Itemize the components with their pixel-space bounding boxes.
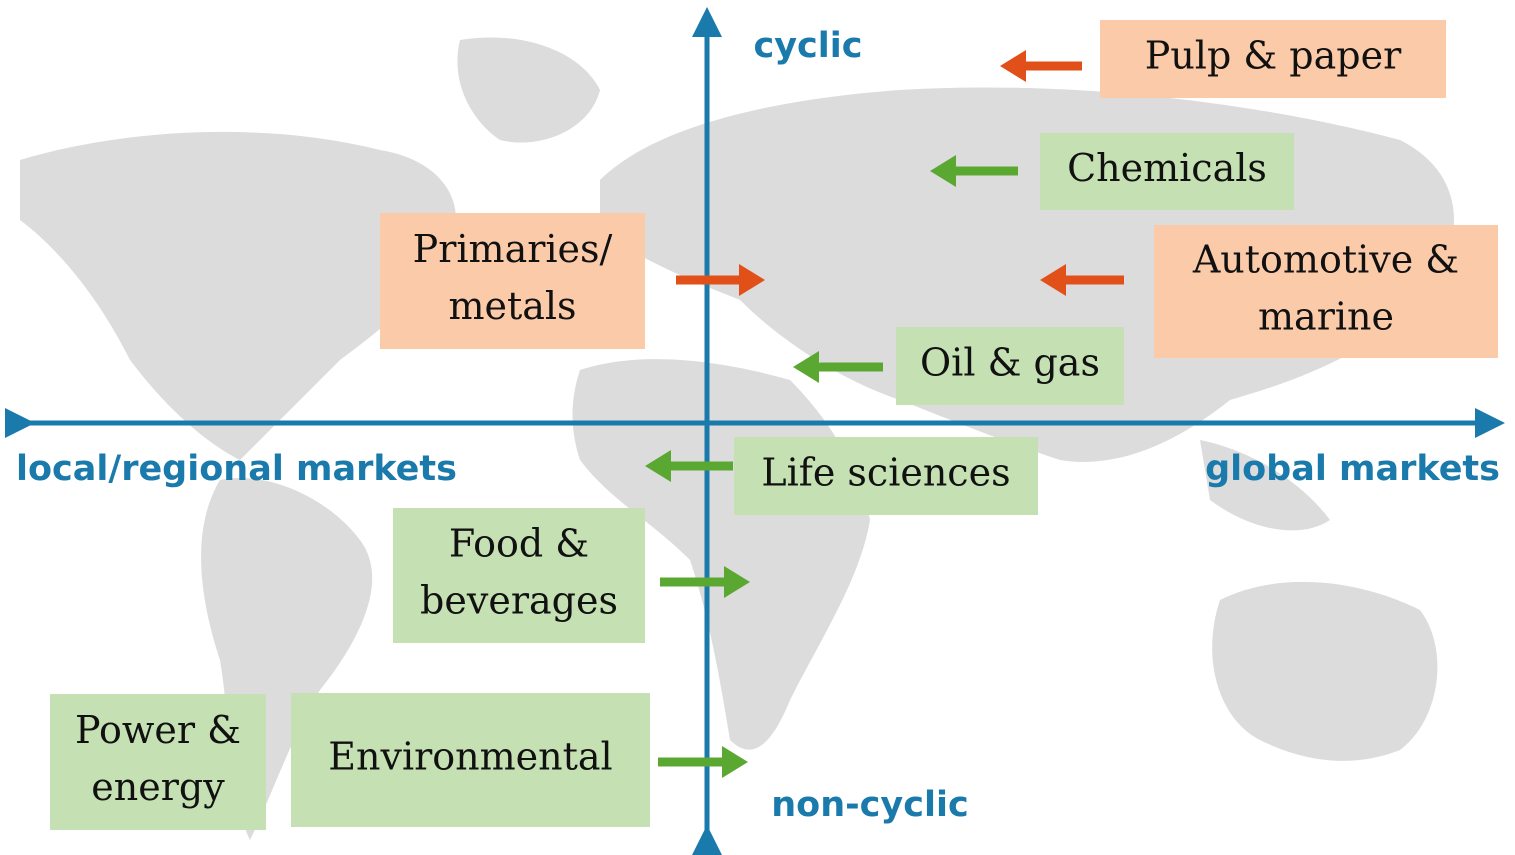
node-box bbox=[50, 694, 266, 830]
node-label: Pulp & paper bbox=[1145, 34, 1402, 78]
node: Food & beverages bbox=[393, 508, 750, 643]
node-label: Power & bbox=[75, 708, 241, 752]
node-box bbox=[1100, 20, 1446, 98]
node-box bbox=[1154, 225, 1498, 358]
node-label: metals bbox=[448, 284, 576, 328]
node-box bbox=[291, 693, 650, 827]
node-label: Environmental bbox=[328, 735, 612, 779]
node: Environmental bbox=[291, 693, 748, 827]
node: Life sciences bbox=[645, 437, 1038, 515]
node: Power & energy bbox=[50, 694, 266, 830]
node-arrow-head bbox=[793, 351, 819, 383]
node-box bbox=[734, 437, 1038, 515]
node-label: energy bbox=[91, 765, 225, 809]
node-arrow-head bbox=[1000, 50, 1026, 82]
node: Primaries/metals bbox=[380, 213, 765, 349]
node: Automotive & marine bbox=[1040, 225, 1498, 358]
node-label: Oil & gas bbox=[920, 341, 1100, 385]
node: Pulp & paper bbox=[1000, 20, 1446, 98]
node-arrow-head bbox=[724, 566, 750, 598]
node-arrow-head bbox=[722, 746, 748, 778]
node: Oil & gas bbox=[793, 327, 1124, 405]
node-box bbox=[896, 327, 1124, 405]
axis-label-top: cyclic bbox=[753, 26, 862, 66]
node: Chemicals bbox=[930, 133, 1294, 210]
node-arrow-head bbox=[930, 155, 956, 187]
axis-label-bottom: non-cyclic bbox=[771, 785, 968, 825]
node-label: Food & bbox=[449, 522, 589, 566]
node-label: Chemicals bbox=[1067, 146, 1267, 190]
node-arrow-head bbox=[1040, 264, 1066, 296]
axis-label-left: local/regional markets bbox=[16, 449, 457, 489]
node-label: Life sciences bbox=[761, 451, 1010, 495]
node-arrow-head bbox=[645, 450, 671, 482]
axis-label-right: global markets bbox=[1205, 449, 1500, 489]
nodes: Pulp & paper Chemicals Automotive & marine P… bbox=[50, 20, 1498, 830]
node-label: beverages bbox=[420, 579, 618, 623]
node-box bbox=[1040, 133, 1294, 210]
node-box bbox=[380, 213, 645, 349]
node-label: Primaries/ bbox=[413, 227, 613, 271]
node-label: Automotive & bbox=[1192, 238, 1459, 282]
node-label: marine bbox=[1258, 295, 1394, 339]
node-arrow-head bbox=[739, 264, 765, 296]
node-box bbox=[393, 508, 645, 643]
